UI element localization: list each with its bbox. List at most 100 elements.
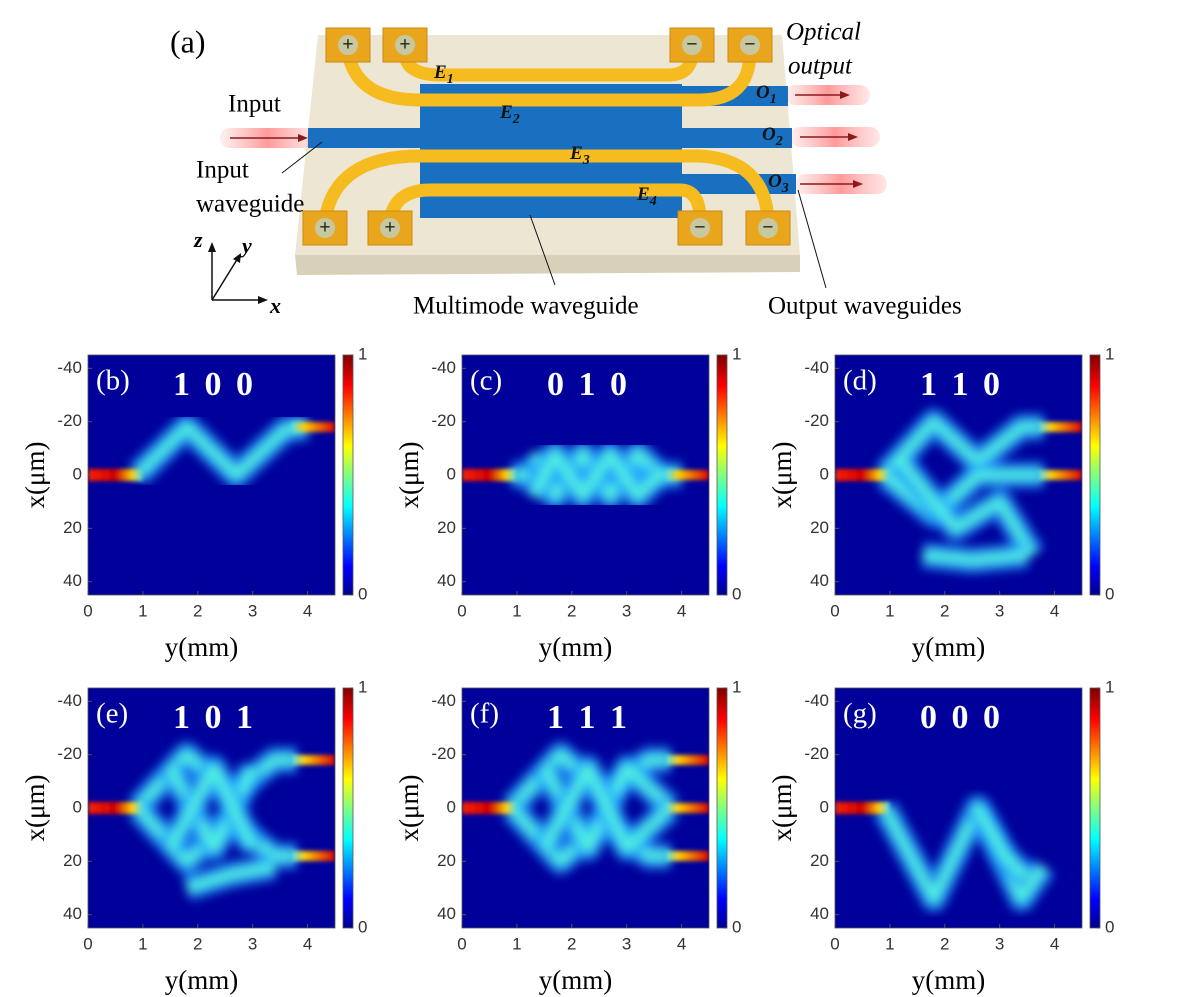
input-waveguide [308, 128, 423, 148]
field-core [922, 550, 1028, 566]
leader-line [529, 214, 556, 286]
field [127, 741, 297, 901]
y-tick-label: 40 [810, 571, 829, 590]
output-beam [1038, 470, 1082, 480]
input-beam [462, 469, 517, 481]
x-axis-label: y(mm) [912, 965, 986, 995]
input-beam [462, 802, 517, 814]
coordinate-axes [211, 248, 262, 301]
pad-sign: + [384, 217, 395, 239]
y-tick-label: -40 [57, 358, 82, 377]
colorbar [342, 354, 354, 596]
beams [462, 755, 709, 861]
y-tick-label: 40 [63, 904, 82, 923]
colorbar-tick-label: 1 [358, 677, 367, 696]
arrowhead [853, 180, 863, 188]
y-axis-label: x(μm) [20, 775, 50, 842]
pad-contact [682, 35, 702, 55]
x-tick-label: 2 [567, 601, 576, 620]
panel-label: (a) [170, 23, 206, 59]
x-tick-label: 0 [457, 601, 466, 620]
axis-z: z [193, 227, 203, 252]
field-core [880, 416, 1044, 479]
letter: E [636, 184, 650, 205]
x-tick-label: 1 [885, 934, 894, 953]
pad-contact [380, 218, 400, 238]
field [511, 440, 682, 510]
electrode [398, 51, 699, 82]
x-tick-label: 0 [830, 934, 839, 953]
arrowhead [258, 296, 268, 304]
electrodes [318, 50, 775, 222]
x-axis-label: y(mm) [539, 632, 613, 662]
x-axis-label: y(mm) [912, 632, 986, 662]
y-tick-label: 20 [810, 851, 829, 870]
x-tick-label: 4 [677, 601, 686, 620]
x-tick-label: 4 [1050, 601, 1059, 620]
arrowhead [848, 133, 858, 141]
letter: E [433, 62, 447, 83]
pad-sign: − [686, 34, 697, 56]
letter: E [569, 143, 583, 164]
y-tick-label: 40 [810, 904, 829, 923]
pad-sign: − [744, 34, 755, 56]
x-tick-label: 3 [622, 934, 631, 953]
index: 3 [781, 181, 789, 196]
beams [835, 422, 1082, 481]
colorbar-tick-label: 1 [732, 677, 741, 696]
x-tick-label: 4 [677, 934, 686, 953]
x-tick-label: 1 [885, 601, 894, 620]
x-tick-label: 2 [567, 934, 576, 953]
output-beam [291, 755, 335, 765]
x-tick-label: 0 [830, 601, 839, 620]
letter: O [768, 171, 782, 192]
x-tick-label: 2 [193, 601, 202, 620]
x-tick-label: 3 [248, 601, 257, 620]
optical-output-label: output [788, 53, 853, 80]
sub-label: O1 [756, 82, 777, 107]
input-label: Input [228, 91, 281, 118]
y-axis-label: x(μm) [767, 775, 797, 842]
x-tick-label: 3 [622, 601, 631, 620]
letter: E [499, 102, 513, 123]
colorbar [716, 687, 728, 929]
letter: O [762, 124, 776, 145]
input-beam [88, 802, 143, 814]
index: 1 [447, 72, 454, 87]
x-tick-label: 3 [995, 934, 1004, 953]
plot-area [835, 688, 1082, 928]
index: 1 [770, 92, 777, 107]
y-tick-label: -20 [804, 411, 829, 430]
y-tick-label: -40 [57, 691, 82, 710]
arrowhead [840, 91, 850, 99]
panel: 0 1 2 3 4 -40 -20 0 20 40 y(mm) x(μm) (b) 1 0 0 0 1 [20, 344, 367, 662]
field-core [528, 448, 664, 502]
y-tick-label: 0 [447, 464, 456, 483]
y-tick-label: 40 [437, 904, 456, 923]
panel: 0 1 2 3 4 -40 -20 0 20 40 y(mm) x(μm) (g) 0 0 0 0 1 [767, 677, 1114, 995]
sub-label: E4 [636, 184, 657, 209]
y-tick-label: -40 [431, 358, 456, 377]
multimode-label: Multimode waveguide [413, 293, 639, 320]
plot-area [462, 688, 709, 928]
index: 2 [775, 134, 783, 149]
sub-label: E3 [569, 143, 590, 168]
panel-label: (c) [470, 365, 502, 397]
pad-contact [395, 35, 415, 55]
colorbar-tick-label: 1 [1105, 344, 1114, 363]
field [501, 741, 680, 875]
y-tick-label: -40 [804, 691, 829, 710]
colorbar-tick-label: 1 [1105, 677, 1114, 696]
colorbar [1089, 687, 1101, 929]
plot-area [462, 355, 709, 595]
y-tick-label: -20 [431, 744, 456, 763]
code-label: 0 1 0 [547, 366, 630, 403]
colorbar [1089, 354, 1101, 596]
letter: O [756, 82, 770, 103]
y-axis-label: x(μm) [20, 442, 50, 509]
colorbar-tick-label: 0 [732, 584, 741, 603]
y-tick-label: 40 [437, 571, 456, 590]
output-beam [1038, 422, 1082, 432]
